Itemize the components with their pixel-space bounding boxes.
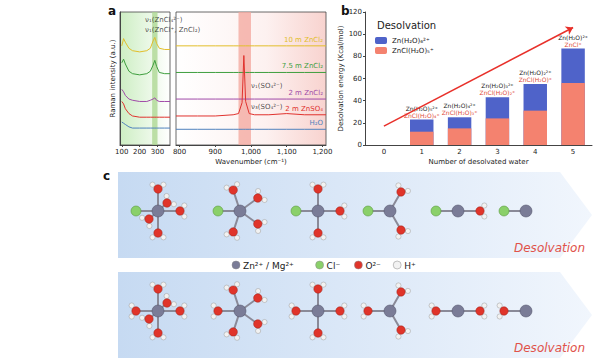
svg-text:Zn(H₂O)₄²⁺: Zn(H₂O)₄²⁺	[443, 102, 475, 109]
svg-text:300: 300	[151, 148, 164, 156]
svg-text:Desolvation energy (Kcal/mol): Desolvation energy (Kcal/mol)	[337, 25, 345, 131]
svg-text:ZnCl(H₂O)₂⁺: ZnCl(H₂O)₂⁺	[480, 89, 516, 96]
svg-text:c: c	[103, 169, 110, 183]
svg-text:ZnCl(H₂O)₄⁺: ZnCl(H₂O)₄⁺	[403, 111, 440, 119]
svg-text:1,200: 1,200	[312, 148, 332, 156]
svg-text:2 m ZnSO₄: 2 m ZnSO₄	[285, 105, 323, 113]
svg-text:4: 4	[533, 148, 538, 156]
svg-text:100: 100	[115, 148, 128, 156]
svg-text:Cl⁻: Cl⁻	[327, 261, 341, 271]
svg-text:60: 60	[353, 75, 362, 83]
svg-text:ν₁(ZnCl₄²⁻): ν₁(ZnCl₄²⁻)	[145, 16, 183, 24]
svg-text:H₂O: H₂O	[309, 119, 323, 127]
svg-text:3: 3	[495, 148, 499, 156]
svg-text:Zn(H₂O)₂²⁺: Zn(H₂O)₂²⁺	[519, 69, 551, 76]
svg-text:Desolvation: Desolvation	[377, 20, 436, 31]
svg-text:Number of desolvated water: Number of desolvated water	[428, 158, 528, 166]
svg-text:Zn(H₂O)₃²⁺: Zn(H₂O)₃²⁺	[481, 82, 513, 89]
svg-text:ν₁(SO₄²⁻): ν₁(SO₄²⁻)	[251, 82, 283, 90]
svg-text:Zn(H₂O)²⁺: Zn(H₂O)²⁺	[558, 34, 588, 41]
svg-text:120: 120	[349, 8, 362, 16]
svg-text:Raman intensity (a.u.): Raman intensity (a.u.)	[109, 39, 117, 117]
svg-text:b: b	[341, 4, 350, 18]
svg-text:20: 20	[353, 119, 362, 127]
svg-text:ν₃(SO₄²⁻): ν₃(SO₄²⁻)	[251, 103, 283, 111]
svg-text:900: 900	[209, 148, 222, 156]
svg-text:1,100: 1,100	[277, 148, 297, 156]
svg-text:O²⁻: O²⁻	[365, 261, 381, 271]
svg-text:ν₁(ZnCl⁺, ZnCl₂): ν₁(ZnCl⁺, ZnCl₂)	[145, 26, 201, 34]
svg-text:200: 200	[133, 148, 146, 156]
svg-text:0: 0	[358, 141, 362, 149]
svg-text:0: 0	[382, 148, 386, 156]
svg-text:ZnCl⁺: ZnCl⁺	[565, 41, 582, 48]
svg-text:80: 80	[353, 52, 362, 60]
svg-text:H⁺: H⁺	[404, 261, 416, 271]
svg-text:a: a	[108, 4, 116, 18]
svg-text:40: 40	[353, 97, 362, 105]
svg-text:Zn(H₂O)₅²⁺: Zn(H₂O)₅²⁺	[406, 105, 438, 112]
svg-text:7.5 m ZnCl₂: 7.5 m ZnCl₂	[282, 62, 323, 70]
svg-text:2: 2	[457, 148, 461, 156]
svg-text:5: 5	[571, 148, 575, 156]
svg-text:800: 800	[173, 148, 186, 156]
svg-text:Desolvation: Desolvation	[514, 341, 585, 355]
svg-text:Zn²⁺ / Mg²⁺: Zn²⁺ / Mg²⁺	[243, 261, 294, 271]
svg-text:Wavenumber (cm⁻¹): Wavenumber (cm⁻¹)	[215, 158, 287, 166]
svg-text:1: 1	[420, 148, 424, 156]
svg-text:2 m ZnCl₂: 2 m ZnCl₂	[288, 89, 323, 97]
svg-text:ZnCl(H₂O)₅⁺: ZnCl(H₂O)₅⁺	[392, 47, 434, 55]
svg-text:100: 100	[349, 30, 362, 38]
svg-text:1,000: 1,000	[241, 148, 261, 156]
svg-text:Zn(H₂O)₆²⁺: Zn(H₂O)₆²⁺	[392, 37, 430, 45]
svg-text:ZnCl(H₂O)₃⁺: ZnCl(H₂O)₃⁺	[442, 109, 478, 116]
svg-text:Desolvation: Desolvation	[514, 241, 585, 255]
svg-text:ZnCl(H₂O)⁺: ZnCl(H₂O)⁺	[519, 76, 552, 83]
svg-text:10 m ZnCl₂: 10 m ZnCl₂	[284, 36, 323, 44]
